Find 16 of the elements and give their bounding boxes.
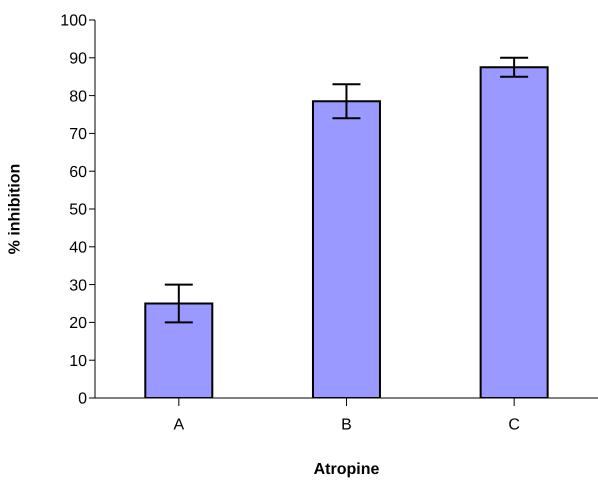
y-tick-label: 100 bbox=[60, 12, 88, 30]
x-axis-title: Atropine bbox=[314, 461, 380, 478]
x-tick-label: C bbox=[508, 416, 520, 434]
y-tick-label: 20 bbox=[69, 315, 88, 332]
y-tick-label: 10 bbox=[69, 352, 88, 370]
y-tick-label: 80 bbox=[69, 88, 88, 106]
y-tick-label: 90 bbox=[69, 50, 88, 68]
y-tick-label: 40 bbox=[69, 239, 88, 256]
y-tick-label: 60 bbox=[69, 164, 88, 181]
y-tick-label: 0 bbox=[78, 390, 88, 408]
y-axis-title: % inhibition bbox=[6, 164, 24, 254]
y-tick-label: 70 bbox=[69, 126, 88, 144]
y-tick-label: 50 bbox=[69, 202, 88, 219]
x-tick-label: B bbox=[341, 416, 352, 434]
x-tick-label: A bbox=[173, 416, 184, 434]
y-tick-label: 30 bbox=[69, 277, 88, 294]
